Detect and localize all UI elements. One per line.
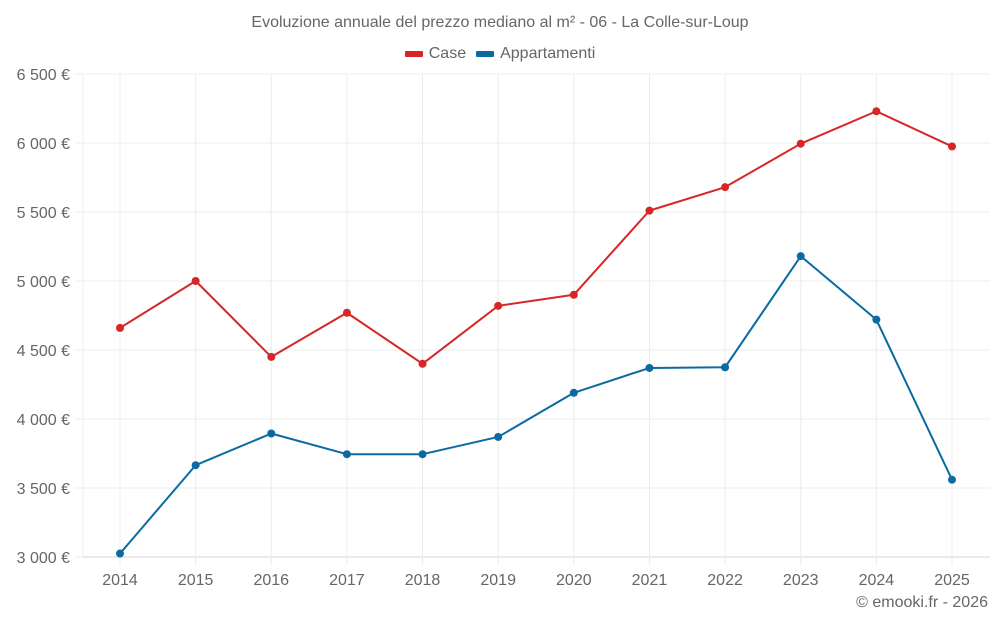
x-tick-label: 2022 [707, 572, 743, 589]
x-tick-label: 2018 [405, 572, 441, 589]
grid [82, 73, 990, 565]
x-tick-label: 2016 [253, 572, 289, 589]
y-tick-label: 3 000 € [17, 550, 70, 567]
series-line-case [119, 110, 953, 365]
data-point-case[interactable] [721, 183, 730, 192]
y-tick-label: 6 000 € [17, 136, 70, 153]
x-tick-label: 2023 [783, 572, 819, 589]
y-tick-label: 4 500 € [17, 343, 70, 360]
data-point-appartamenti[interactable] [796, 252, 805, 261]
x-axis: 2014 2015 2016 2017 2018 2019 2020 2021 2022 2023… [102, 572, 970, 589]
legend-label-case: Case [428, 45, 467, 62]
legend-label-appartamenti: Appartamenti [500, 45, 596, 62]
data-point-appartamenti[interactable] [645, 363, 654, 372]
data-point-case[interactable] [342, 308, 351, 317]
x-tick-label: 2017 [329, 572, 365, 589]
data-point-case[interactable] [796, 139, 805, 148]
data-point-case[interactable] [494, 301, 503, 310]
data-point-case[interactable] [267, 352, 276, 361]
series-case [116, 107, 956, 368]
data-point-case[interactable] [116, 323, 124, 332]
y-tick-label: 5 000 € [17, 274, 70, 291]
x-tick-label: 2015 [178, 572, 214, 589]
data-point-case[interactable] [948, 142, 956, 151]
data-point-appartamenti[interactable] [191, 461, 200, 470]
legend-swatch-case [404, 51, 423, 57]
data-point-appartamenti[interactable] [494, 432, 503, 441]
data-point-appartamenti[interactable] [116, 549, 124, 558]
legend-item-appartamenti[interactable]: Appartamenti [476, 45, 595, 63]
x-tick-label: 2014 [102, 572, 138, 589]
data-point-case[interactable] [418, 359, 427, 368]
data-point-case[interactable] [569, 290, 578, 299]
data-point-appartamenti[interactable] [569, 388, 578, 397]
series-appartamenti [116, 252, 956, 558]
data-point-appartamenti[interactable] [948, 475, 956, 484]
data-point-appartamenti[interactable] [267, 429, 276, 438]
legend-swatch-appartamenti [476, 51, 495, 57]
data-point-appartamenti[interactable] [872, 315, 881, 324]
data-point-case[interactable] [872, 107, 881, 116]
x-tick-label: 2019 [480, 572, 516, 589]
data-point-case[interactable] [645, 206, 654, 215]
y-tick-label: 4 000 € [17, 412, 70, 429]
credit-text: © emooki.fr - 2026 [856, 594, 988, 611]
y-tick-label: 3 500 € [17, 481, 70, 498]
data-point-appartamenti[interactable] [418, 450, 427, 459]
y-tick-label: 6 500 € [17, 67, 70, 84]
x-tick-label: 2020 [556, 572, 592, 589]
series-line-appartamenti [119, 255, 953, 555]
y-tick-label: 5 500 € [17, 205, 70, 222]
data-point-case[interactable] [191, 277, 200, 285]
data-point-appartamenti[interactable] [721, 363, 730, 372]
x-tick-label: 2021 [632, 572, 668, 589]
chart-title: Evoluzione annuale del prezzo mediano al… [251, 14, 749, 31]
y-axis: 3 000 € 3 500 € 4 000 € 4 500 € 5 000 € 5 500… [17, 67, 83, 567]
data-point-appartamenti[interactable] [342, 450, 351, 459]
legend: Case Appartamenti [0, 45, 1000, 63]
x-tick-label: 2025 [934, 572, 970, 589]
series-group [116, 107, 956, 558]
legend-item-case[interactable]: Case [404, 45, 467, 63]
x-tick-label: 2024 [859, 572, 895, 589]
